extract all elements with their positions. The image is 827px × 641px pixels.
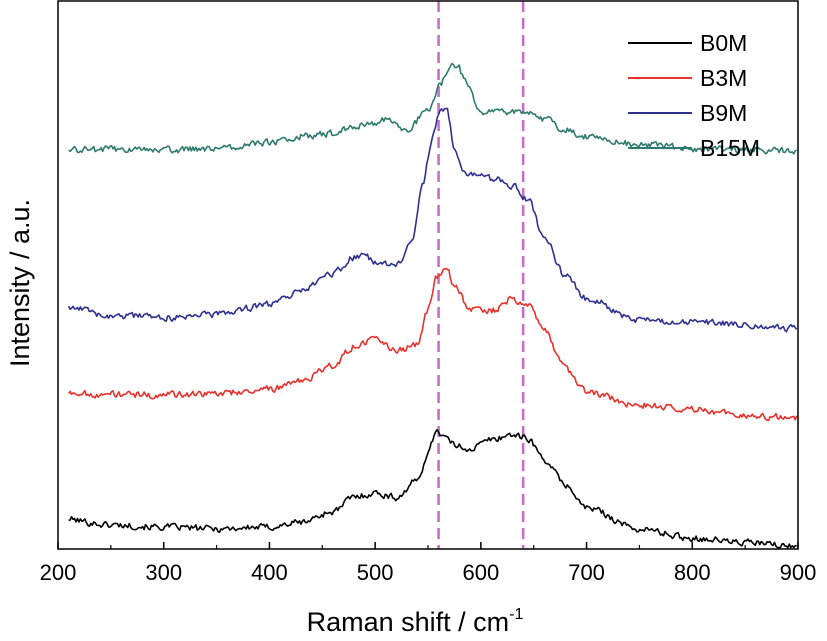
x-tick-label-800: 800 bbox=[674, 560, 711, 585]
x-axis: 200 300 400 500 600 700 800 900 bbox=[40, 542, 817, 585]
x-tick-label-600: 600 bbox=[462, 560, 499, 585]
series-layer bbox=[67, 62, 798, 549]
x-tick-label-200: 200 bbox=[40, 560, 77, 585]
x-tick-label-900: 900 bbox=[780, 560, 817, 585]
series-line-b0m bbox=[68, 429, 797, 549]
legend-label-b3m: B3M bbox=[700, 65, 747, 91]
x-axis-title-superscript: -1 bbox=[509, 606, 523, 623]
legend: B0M B3M B9M B15M bbox=[628, 30, 760, 161]
x-axis-title: Raman shift / cm-1 bbox=[307, 606, 524, 637]
series-line-b9m bbox=[67, 107, 798, 333]
x-tick-label-500: 500 bbox=[357, 560, 394, 585]
x-tick-label-300: 300 bbox=[145, 560, 182, 585]
legend-label-b15m: B15M bbox=[700, 135, 760, 161]
x-tick-label-400: 400 bbox=[251, 560, 288, 585]
legend-label-b0m: B0M bbox=[700, 30, 747, 56]
legend-label-b9m: B9M bbox=[700, 100, 747, 126]
x-tick-label-700: 700 bbox=[568, 560, 605, 585]
series-line-b3m bbox=[67, 267, 798, 422]
x-axis-title-text: Raman shift / cm bbox=[307, 607, 510, 637]
y-axis-title: Intensity / a.u. bbox=[5, 199, 35, 367]
